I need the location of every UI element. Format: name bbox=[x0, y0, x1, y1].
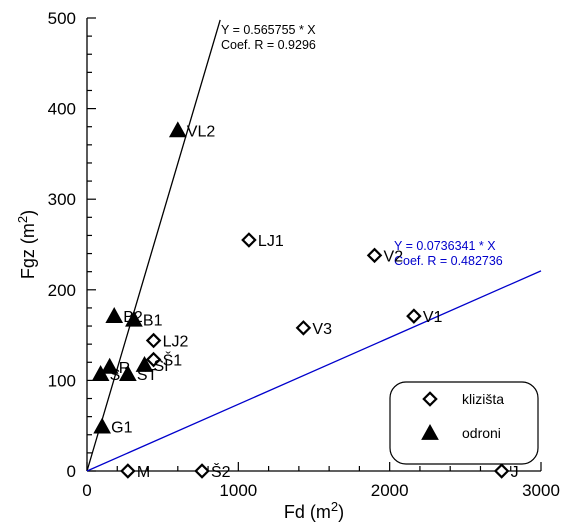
data-point-triangle bbox=[93, 417, 111, 434]
legend-marker-triangle bbox=[421, 423, 439, 440]
fit-equation-label: Y = 0.565755 * X bbox=[221, 23, 316, 37]
data-point-label: VL2 bbox=[187, 123, 216, 140]
data-point-diamond bbox=[120, 463, 136, 479]
data-point-label: V3 bbox=[312, 321, 332, 338]
legend-entry-label: odroni bbox=[462, 425, 501, 441]
data-point-label: B1 bbox=[143, 313, 163, 330]
data-point-diamond bbox=[194, 463, 210, 479]
fit-lines-layer bbox=[86, 19, 542, 472]
y-tick-label: 300 bbox=[48, 190, 76, 209]
data-point-triangle bbox=[119, 365, 137, 381]
data-point-diamond bbox=[241, 232, 257, 248]
data-point-label: LJ2 bbox=[163, 334, 189, 351]
x-axis-title: Fd (m2) bbox=[284, 499, 344, 522]
legend-marker-diamond bbox=[422, 391, 438, 407]
x-tick-label: 3000 bbox=[522, 481, 560, 500]
axes-layer: 0 100 200 300 400 500 0 1000 2000 3000 Fd (m2) Fgz … bbox=[15, 9, 560, 522]
data-point-diamond bbox=[145, 351, 162, 368]
data-point-label: Š1 bbox=[163, 351, 183, 370]
y-axis-title: Fgz (m2) bbox=[15, 210, 38, 279]
data-point-diamond bbox=[366, 247, 383, 264]
data-point-label: M bbox=[137, 464, 150, 481]
data-points-layer bbox=[91, 121, 510, 479]
data-point-label: ST bbox=[137, 367, 158, 384]
data-point-triangle bbox=[135, 355, 154, 372]
y-tick-label: 500 bbox=[48, 9, 76, 28]
data-point-label: LJ1 bbox=[258, 233, 284, 250]
y-tick-label: 0 bbox=[67, 462, 76, 481]
x-tick-label: 1000 bbox=[219, 481, 257, 500]
x-tick-label: 2000 bbox=[371, 481, 409, 500]
data-point-diamond bbox=[145, 332, 162, 349]
fit-coef-label: Coef. R = 0.9296 bbox=[221, 38, 316, 52]
data-point-label: V2 bbox=[384, 248, 404, 265]
data-point-label: G1 bbox=[111, 420, 132, 437]
x-tick-label: 0 bbox=[82, 481, 91, 500]
data-point-label: B2 bbox=[123, 309, 143, 326]
data-point-triangle bbox=[100, 357, 119, 374]
data-point-diamond bbox=[406, 308, 422, 324]
y-tick-label: 200 bbox=[48, 281, 76, 300]
data-point-label: R bbox=[119, 360, 131, 377]
legend-entry-label: klizišta bbox=[462, 391, 504, 407]
data-point-label: S bbox=[110, 367, 121, 384]
data-point-label: SI bbox=[154, 358, 169, 375]
fit-line-klizišta bbox=[86, 270, 542, 472]
fit-line-odroni bbox=[86, 19, 221, 472]
fit-coef-label: Coef. R = 0.482736 bbox=[394, 254, 503, 268]
data-point-diamond bbox=[295, 320, 312, 336]
data-point-triangle bbox=[125, 310, 143, 327]
data-point-label: V1 bbox=[423, 309, 443, 326]
y-tick-label: 100 bbox=[48, 371, 76, 390]
data-point-label: J bbox=[511, 464, 519, 481]
data-point-triangle bbox=[105, 307, 124, 323]
data-point-diamond bbox=[493, 463, 510, 479]
data-point-label: Š2 bbox=[211, 462, 231, 481]
legend: klizišta odroni bbox=[389, 381, 539, 465]
data-point-triangle bbox=[91, 365, 110, 381]
y-tick-label: 400 bbox=[48, 100, 76, 119]
fit-equation-label: Y = 0.0736341 * X bbox=[394, 239, 496, 253]
data-point-triangle bbox=[168, 121, 187, 138]
